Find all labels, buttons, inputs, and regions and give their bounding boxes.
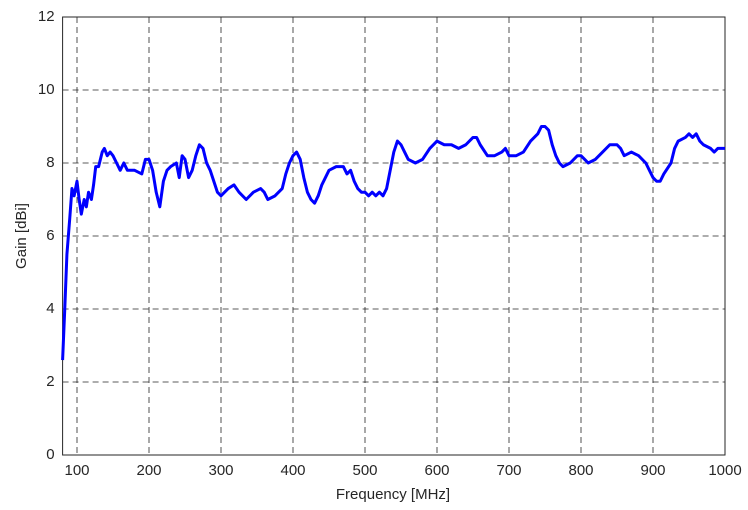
y-axis-label: Gain [dBi] [13, 203, 30, 269]
x-tick-label: 700 [496, 462, 521, 479]
x-tick-label: 900 [640, 462, 665, 479]
y-tick-label: 10 [38, 81, 55, 98]
y-tick-label: 12 [38, 8, 55, 25]
y-tick-label: 4 [46, 300, 54, 317]
axes-box [62, 16, 726, 456]
x-tick-label: 600 [424, 462, 449, 479]
x-tick-label: 100 [64, 462, 89, 479]
x-tick-label: 800 [568, 462, 593, 479]
y-tick-label: 2 [46, 373, 54, 390]
y-tick-label: 6 [46, 227, 54, 244]
y-tick-label: 8 [46, 154, 54, 171]
x-tick-label: 300 [208, 462, 233, 479]
x-tick-label: 500 [352, 462, 377, 479]
x-axis-label: Frequency [MHz] [336, 486, 450, 503]
x-tick-label: 200 [136, 462, 161, 479]
x-tick-label: 1000 [708, 462, 741, 479]
x-tick-label: 400 [280, 462, 305, 479]
data-line [61, 125, 725, 361]
y-tick-label: 0 [46, 446, 54, 463]
